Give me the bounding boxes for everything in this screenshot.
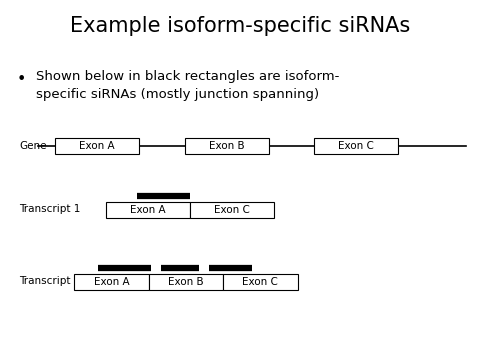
- Text: Transcript 2: Transcript 2: [19, 276, 81, 286]
- FancyBboxPatch shape: [185, 138, 269, 154]
- Text: Exon C: Exon C: [214, 205, 250, 215]
- Text: Exon A: Exon A: [79, 141, 115, 151]
- Text: Exon C: Exon C: [242, 277, 278, 287]
- Text: specific siRNAs (mostly junction spanning): specific siRNAs (mostly junction spannin…: [36, 88, 319, 101]
- FancyBboxPatch shape: [314, 138, 398, 154]
- FancyBboxPatch shape: [74, 274, 149, 290]
- Text: Shown below in black rectangles are isoform-: Shown below in black rectangles are isof…: [36, 70, 339, 83]
- FancyBboxPatch shape: [149, 274, 223, 290]
- Text: Example isoform-specific siRNAs: Example isoform-specific siRNAs: [70, 16, 410, 36]
- Text: Transcript 1: Transcript 1: [19, 204, 81, 214]
- FancyBboxPatch shape: [55, 138, 139, 154]
- FancyBboxPatch shape: [106, 202, 190, 218]
- FancyBboxPatch shape: [223, 274, 298, 290]
- Text: Exon B: Exon B: [209, 141, 245, 151]
- Text: •: •: [17, 72, 26, 87]
- Text: Exon B: Exon B: [168, 277, 204, 287]
- Text: Exon A: Exon A: [94, 277, 130, 287]
- Text: Gene: Gene: [19, 141, 47, 151]
- Text: Exon C: Exon C: [338, 141, 374, 151]
- FancyBboxPatch shape: [190, 202, 274, 218]
- Text: Exon A: Exon A: [130, 205, 166, 215]
